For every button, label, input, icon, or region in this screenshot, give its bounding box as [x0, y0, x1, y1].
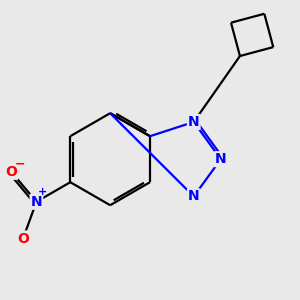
Text: +: + [38, 187, 47, 196]
Text: N: N [31, 195, 42, 209]
Text: −: − [14, 157, 25, 170]
Text: N: N [188, 115, 200, 129]
Text: O: O [17, 232, 29, 245]
Text: N: N [215, 152, 226, 166]
Text: O: O [5, 165, 17, 179]
Text: N: N [188, 189, 200, 203]
